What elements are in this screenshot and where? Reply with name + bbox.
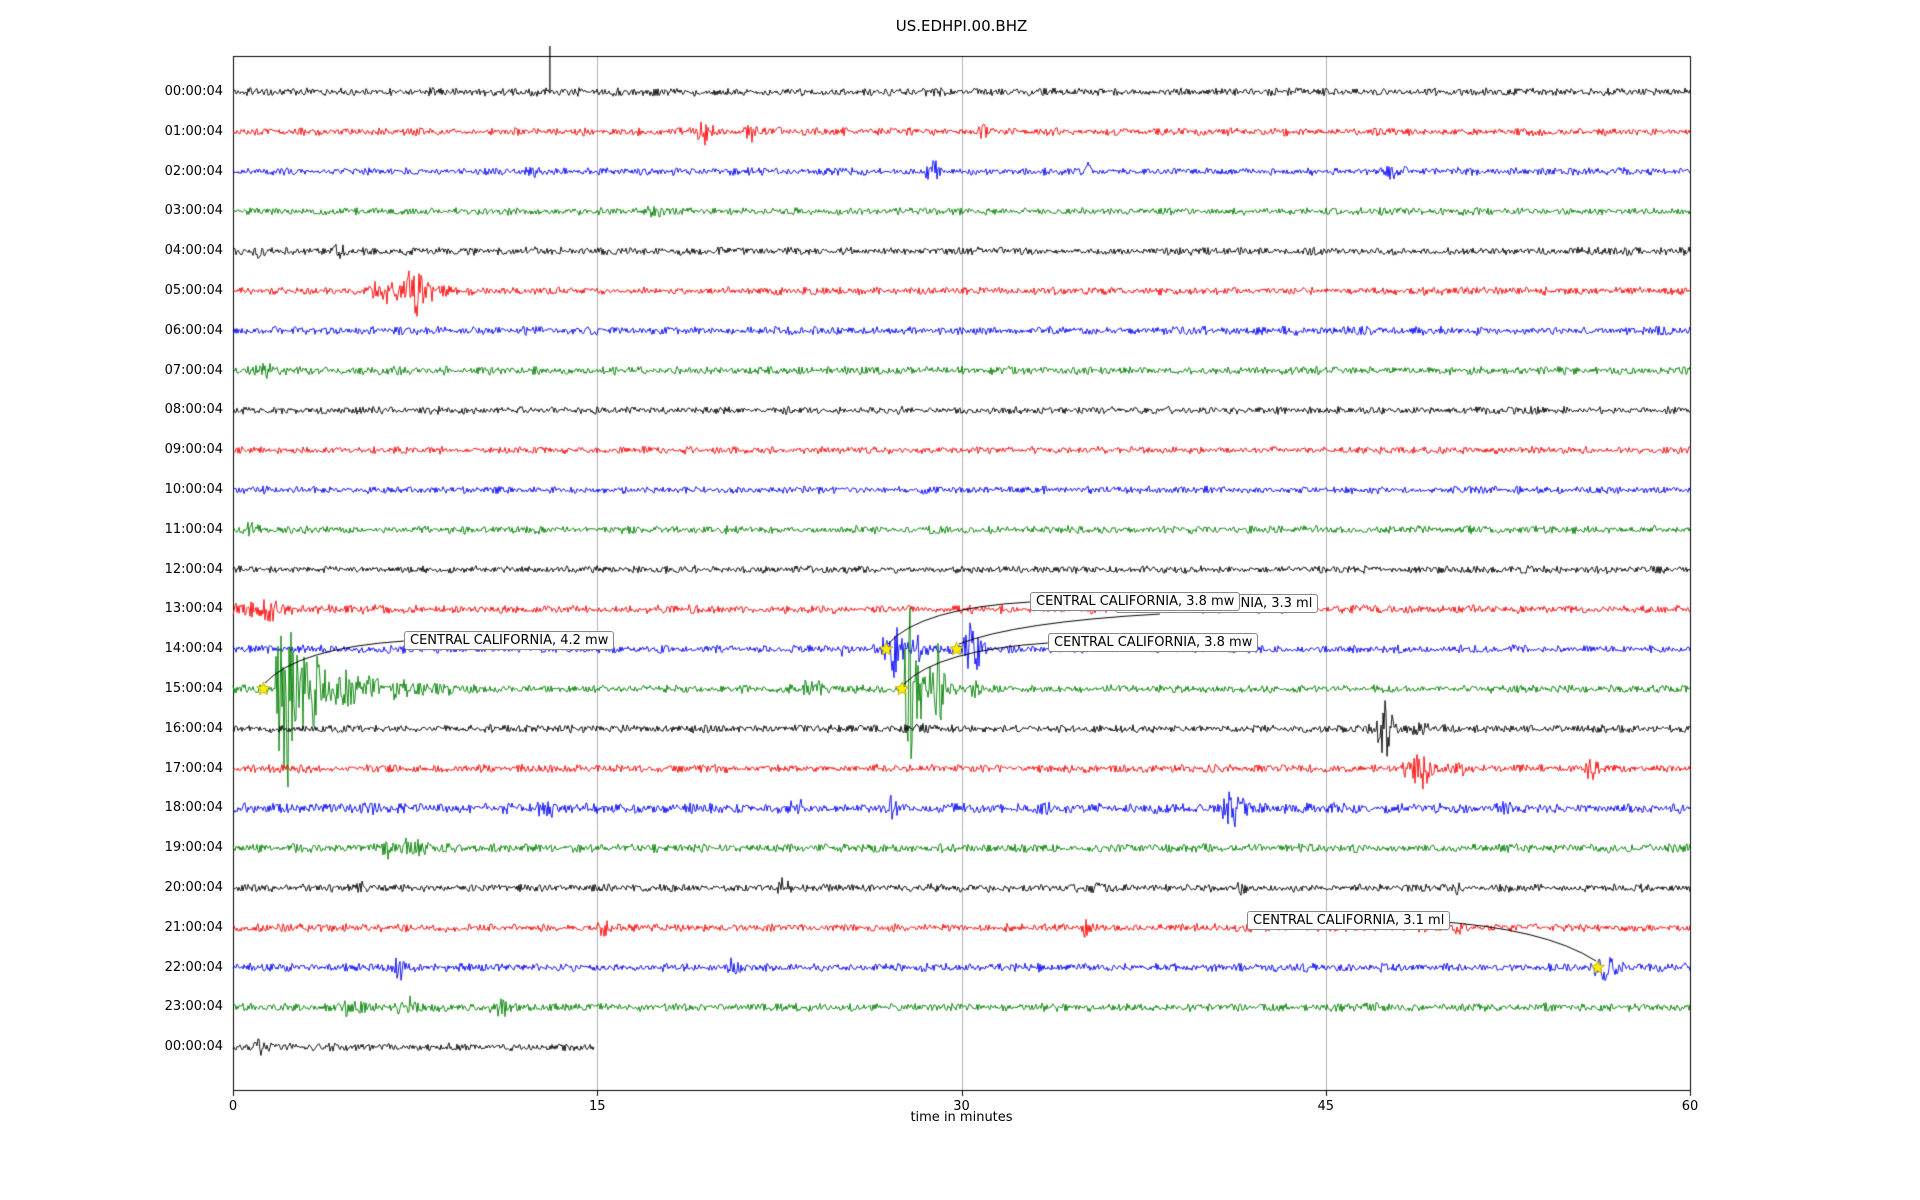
x-tick-label: 60 [1681,1099,1699,1114]
event-annotation: CENTRAL CALIFORNIA, 4.2 mw [404,631,615,650]
row-label: 04:00:04 [164,243,223,259]
event-annotation: CENTRAL CALIFORNIA, 3.8 mw [1048,633,1259,652]
row-label: 10:00:04 [164,482,223,497]
row-label: 12:00:04 [164,561,223,577]
row-label: 19:00:04 [164,840,223,856]
row-label: 16:00:04 [164,720,223,736]
x-axis-label: time in minutes [910,1110,1013,1125]
x-tick-label: 45 [1317,1099,1335,1114]
row-label: 00:00:04 [164,84,223,99]
row-label: 15:00:04 [164,681,223,696]
row-label: 06:00:04 [164,322,223,338]
row-label: 00:00:04 [164,1039,223,1055]
x-tick-label: 0 [228,1099,238,1114]
row-label: 02:00:04 [164,163,223,179]
x-tick-label: 15 [588,1099,606,1114]
row-label: 05:00:04 [164,283,223,298]
row-label: 18:00:04 [164,800,223,816]
row-label: 21:00:04 [164,919,223,935]
row-label: 07:00:04 [164,362,223,378]
row-label: 20:00:04 [164,880,223,895]
row-label: 22:00:04 [164,959,223,975]
row-label: 08:00:04 [164,402,223,418]
row-label: 09:00:04 [164,442,223,458]
event-annotation: CENTRAL CALIFORNIA, 3.1 ml [1247,911,1451,930]
row-label: 23:00:04 [164,999,223,1015]
row-label: 17:00:04 [164,760,223,776]
event-annotation: CENTRAL CALIFORNIA, 3.8 mw [1030,592,1241,611]
row-label: 11:00:04 [164,521,223,537]
row-label: 03:00:04 [164,203,223,219]
row-label: 14:00:04 [164,641,223,657]
row-label: 01:00:04 [164,123,223,139]
x-tick-label: 30 [953,1099,970,1114]
row-label: 13:00:04 [164,601,223,617]
